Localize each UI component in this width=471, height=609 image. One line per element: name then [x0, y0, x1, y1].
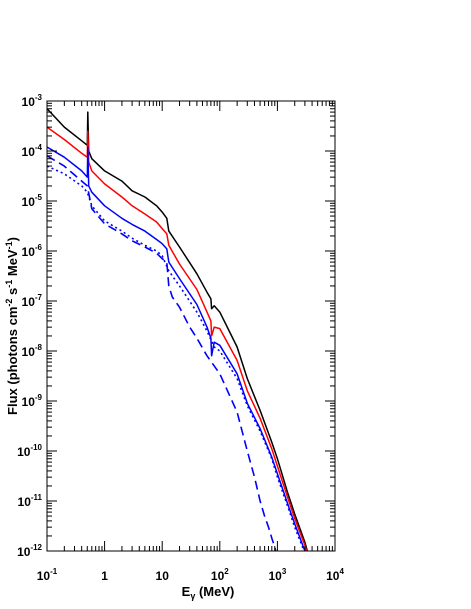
y-tick-label: 10-6: [22, 243, 43, 259]
x-tick-label: 103: [268, 567, 286, 583]
x-tick-label: 104: [326, 567, 344, 583]
x-tick-labels: 10-1 1 10 102 103 104: [37, 567, 345, 583]
y-tick-labels: 10-3 10-4 10-5 10-6 10-7 10-8 10-9 10-10 10-11 10…: [17, 93, 42, 559]
series-line-3: [47, 146, 306, 551]
y-tick-label: 10-11: [18, 493, 43, 509]
x-tick-label: 1: [101, 569, 108, 583]
y-tick-label: 10-3: [22, 93, 43, 109]
tick-marks: [46, 101, 335, 552]
series-line-5: [47, 155, 277, 551]
series-line-4: [47, 165, 305, 551]
y-axis-title: Flux (photons cm-2 s-1 MeV-1): [4, 237, 20, 415]
y-tick-label: 10-12: [17, 543, 42, 559]
y-tick-label: 10-7: [22, 293, 43, 309]
x-axis-title: Eγ (MeV): [182, 584, 235, 601]
x-tick-label: 10: [156, 569, 170, 583]
series-layer: [47, 108, 309, 551]
series-line-2: [47, 126, 308, 551]
y-tick-label: 10-10: [17, 443, 42, 459]
plot-frame: [46, 100, 336, 552]
x-tick-label: 10-1: [37, 567, 58, 583]
y-tick-label: 10-5: [22, 193, 43, 209]
y-tick-label: 10-8: [22, 343, 43, 359]
y-tick-label: 10-9: [22, 393, 43, 409]
series-line-1: [47, 108, 309, 551]
y-tick-label: 10-4: [22, 143, 43, 159]
x-tick-label: 102: [211, 567, 229, 583]
